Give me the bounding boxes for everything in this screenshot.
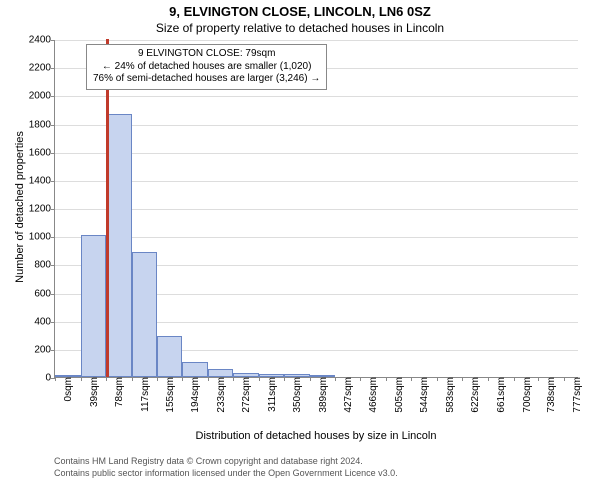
footer-copyright-2: Contains public sector information licen… [54,468,398,478]
grid-line [55,125,578,126]
x-tick-mark [335,377,336,381]
grid-line [55,96,578,97]
x-tick-label: 272sqm [237,377,252,413]
x-tick-label: 311sqm [263,377,278,412]
x-tick-label: 427sqm [339,377,354,413]
x-tick-label: 738sqm [542,377,557,413]
info-box: 9 ELVINGTON CLOSE: 79sqm ← 24% of detach… [86,44,327,90]
x-tick-label: 466sqm [364,377,379,413]
property-marker-line [106,39,109,377]
histogram-bar [81,235,107,377]
grid-line [55,237,578,238]
y-tick-label: 600 [34,288,55,299]
chart-title: 9, ELVINGTON CLOSE, LINCOLN, LN6 0SZ [0,0,600,19]
y-tick-label: 2000 [29,91,55,102]
y-tick-label: 0 [45,373,55,384]
x-axis-label: Distribution of detached houses by size … [54,430,578,442]
x-tick-mark [411,377,412,381]
y-tick-label: 200 [34,344,55,355]
x-tick-mark [437,377,438,381]
x-tick-mark [462,377,463,381]
x-tick-mark [157,377,158,381]
x-tick-label: 622sqm [466,377,481,413]
x-tick-mark [360,377,361,381]
x-tick-mark [233,377,234,381]
x-tick-label: 350sqm [288,377,303,413]
x-tick-mark [81,377,82,381]
grid-line [55,209,578,210]
x-tick-mark [55,377,56,381]
y-axis-label: Number of detached properties [14,117,26,297]
grid-line [55,153,578,154]
x-tick-mark [564,377,565,381]
x-tick-label: 233sqm [212,377,227,413]
x-tick-label: 78sqm [110,377,125,407]
x-tick-label: 700sqm [518,377,533,413]
x-tick-mark [208,377,209,381]
info-line-2: ← 24% of detached houses are smaller (1,… [93,61,320,74]
x-tick-label: 777sqm [568,377,583,413]
x-tick-mark [386,377,387,381]
histogram-bar [106,114,132,377]
x-tick-label: 117sqm [136,377,151,412]
x-tick-label: 155sqm [161,377,176,413]
y-tick-label: 1600 [29,147,55,158]
x-tick-label: 39sqm [85,377,100,407]
x-tick-mark [538,377,539,381]
grid-line [55,40,578,41]
plot-area: 0200400600800100012001400160018002000220… [54,40,578,378]
y-tick-label: 1400 [29,175,55,186]
x-tick-mark [182,377,183,381]
y-tick-label: 2400 [29,35,55,46]
y-tick-label: 800 [34,260,55,271]
info-line-1: 9 ELVINGTON CLOSE: 79sqm [93,48,320,61]
x-tick-label: 194sqm [186,377,201,413]
grid-line [55,181,578,182]
x-tick-label: 0sqm [59,377,74,401]
x-tick-label: 389sqm [314,377,329,413]
footer-copyright-1: Contains HM Land Registry data © Crown c… [54,456,363,466]
property-size-chart: 9, ELVINGTON CLOSE, LINCOLN, LN6 0SZ Siz… [0,0,600,500]
x-tick-label: 505sqm [390,377,405,413]
x-tick-mark [488,377,489,381]
y-tick-label: 400 [34,316,55,327]
x-tick-mark [132,377,133,381]
x-tick-mark [259,377,260,381]
y-tick-label: 1800 [29,119,55,130]
x-tick-mark [310,377,311,381]
x-tick-mark [106,377,107,381]
chart-subtitle: Size of property relative to detached ho… [0,19,600,35]
x-tick-label: 583sqm [441,377,456,413]
x-tick-label: 544sqm [415,377,430,413]
histogram-bar [208,369,234,377]
histogram-bar [132,252,157,377]
x-tick-mark [284,377,285,381]
histogram-bar [182,362,208,377]
info-line-3: 76% of semi-detached houses are larger (… [93,73,320,86]
histogram-bar [157,336,183,377]
x-tick-label: 661sqm [492,377,507,413]
y-tick-label: 1000 [29,232,55,243]
y-tick-label: 1200 [29,204,55,215]
x-tick-mark [514,377,515,381]
y-tick-label: 2200 [29,63,55,74]
